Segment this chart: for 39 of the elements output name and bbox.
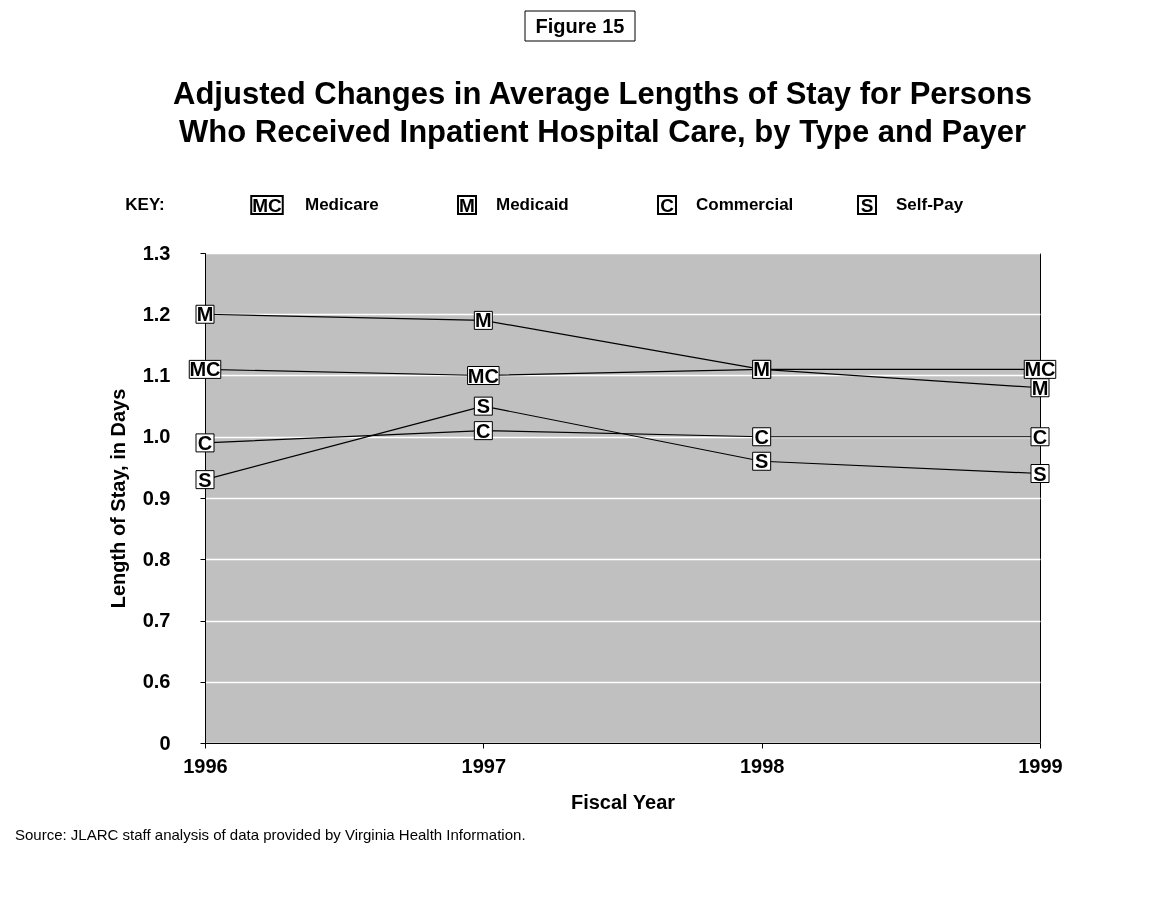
y-tick-label: 1.3 <box>142 241 171 264</box>
data-label: M <box>1031 376 1049 399</box>
data-label: C <box>197 431 213 454</box>
text: C <box>660 195 674 216</box>
y-tick-label: 0.9 <box>142 486 171 509</box>
caption: Figure 15 <box>535 15 625 37</box>
x-tick-label: 1998 <box>739 754 785 777</box>
y-tick-label: 0.6 <box>142 670 171 693</box>
data-label: M <box>753 358 770 381</box>
legend-label: Medicaid <box>496 195 569 214</box>
x-tick-label: 1996 <box>183 754 228 777</box>
legend-title: KEY: <box>125 195 165 214</box>
y-tick-label: 1.2 <box>142 302 171 325</box>
data-label: C <box>754 425 769 448</box>
x-tick-label: 1997 <box>461 754 507 777</box>
y-axis-title: Length of Stay, in Days <box>106 388 129 609</box>
y-tick-label: 1.1 <box>142 364 171 386</box>
y-tick-label: 0.7 <box>142 609 171 631</box>
text: MC <box>252 195 282 216</box>
legend-label: Commercial <box>696 195 794 214</box>
text: S <box>860 195 874 216</box>
data-label: M <box>475 309 492 332</box>
data-label: S <box>1033 462 1047 485</box>
data-label: C <box>1032 425 1048 448</box>
legend-label: Self-Pay <box>896 195 964 214</box>
y-tick-label: 0.8 <box>142 547 171 570</box>
data-label: C <box>476 419 491 442</box>
x-axis-title: Fiscal Year <box>570 790 676 813</box>
chart-title: Adjusted Changes in Average Lengths of Stay for Persons Who Received Inpatient Hospital Care, by Type and Payer <box>173 76 1032 149</box>
data-label: S <box>198 468 212 491</box>
text: M <box>459 195 475 216</box>
y-tick-label: 1.0 <box>142 425 171 448</box>
data-label: M <box>196 303 214 326</box>
data-label: S <box>476 395 491 418</box>
data-label: S <box>754 450 769 473</box>
legend-label: Medicare <box>305 195 379 214</box>
x-tick-label: 1999 <box>1018 754 1063 777</box>
source-note: Source: JLARC staff analysis of data provided by Virginia Health Information. <box>15 826 526 843</box>
y-tick-label: 0 <box>159 731 171 754</box>
